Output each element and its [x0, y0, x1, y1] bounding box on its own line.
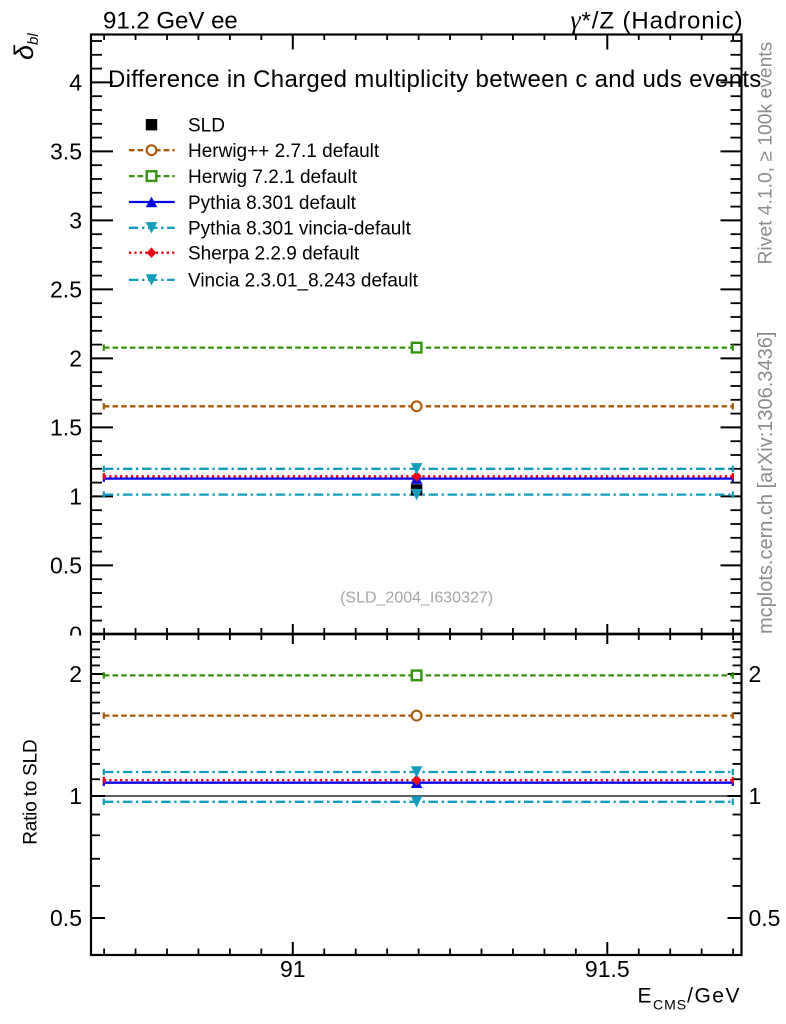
- svg-text:0.5: 0.5: [749, 905, 781, 931]
- svg-text:3: 3: [69, 207, 82, 233]
- svg-text:Difference in Charged multipli: Difference in Charged multiplicity betwe…: [108, 66, 762, 93]
- svg-text:1.5: 1.5: [50, 414, 82, 440]
- svg-text:0.5: 0.5: [50, 905, 82, 931]
- svg-text:4: 4: [69, 69, 82, 95]
- svg-text:Pythia 8.301 vincia-default: Pythia 8.301 vincia-default: [188, 219, 412, 240]
- svg-text:2: 2: [69, 661, 82, 687]
- svg-text:Ratio to SLD: Ratio to SLD: [21, 739, 42, 844]
- svg-text:Pythia 8.301 default: Pythia 8.301 default: [188, 193, 357, 214]
- svg-text:1: 1: [69, 483, 82, 509]
- svg-text:2: 2: [69, 345, 82, 371]
- svg-text:Sherpa 2.2.9 default: Sherpa 2.2.9 default: [188, 244, 360, 265]
- svg-text:2: 2: [749, 661, 762, 687]
- svg-text:(SLD_2004_I630327): (SLD_2004_I630327): [340, 590, 493, 607]
- svg-text:SLD: SLD: [188, 116, 225, 137]
- svg-text:2.5: 2.5: [50, 276, 82, 302]
- svg-text:91.2 GeV ee: 91.2 GeV ee: [103, 8, 238, 35]
- svg-text:1: 1: [749, 783, 762, 809]
- svg-text:1: 1: [69, 783, 82, 809]
- svg-text:γ*/Z (Hadronic): γ*/Z (Hadronic): [570, 6, 743, 35]
- svg-text:Vincia 2.3.01_8.243 default: Vincia 2.3.01_8.243 default: [188, 271, 419, 292]
- svg-text:mcplots.cern.ch [arXiv:1306.34: mcplots.cern.ch [arXiv:1306.3436]: [755, 332, 777, 634]
- svg-text:91.5: 91.5: [585, 956, 630, 982]
- svg-text:Herwig++ 2.7.1 default: Herwig++ 2.7.1 default: [188, 141, 380, 162]
- svg-text:0: 0: [69, 621, 82, 647]
- svg-text:0.5: 0.5: [50, 552, 82, 578]
- svg-text:Rivet 4.1.0, ≥ 100k events: Rivet 4.1.0, ≥ 100k events: [756, 42, 777, 265]
- svg-text:3.5: 3.5: [50, 138, 82, 164]
- svg-text:Herwig 7.2.1 default: Herwig 7.2.1 default: [188, 167, 358, 188]
- svg-text:91: 91: [280, 956, 306, 982]
